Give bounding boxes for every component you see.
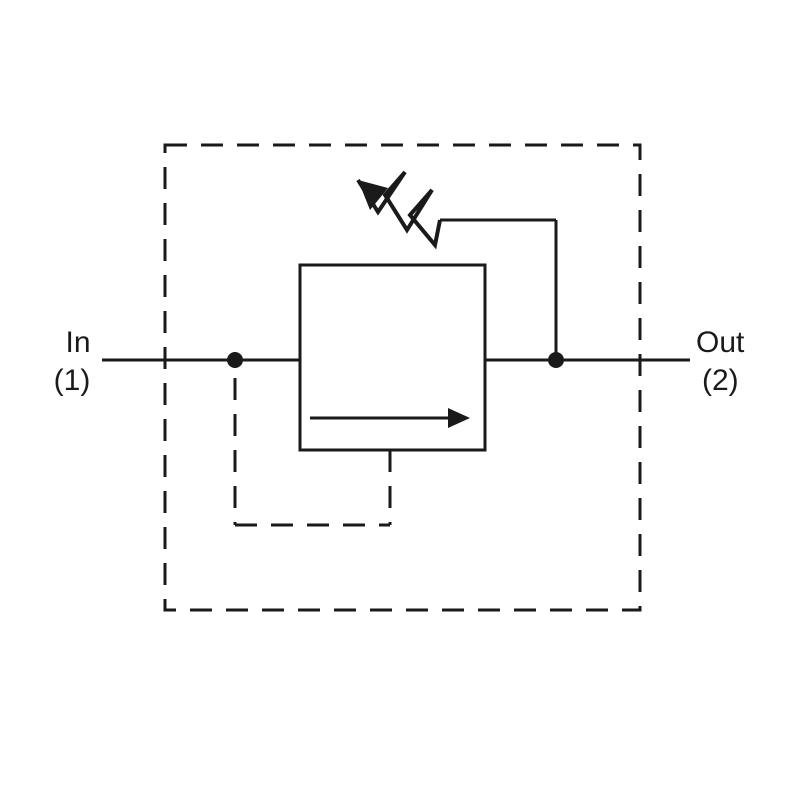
assembly-boundary	[165, 145, 640, 610]
flow-direction-arrow	[310, 408, 470, 428]
pneumatic-regulator-schematic: In (1) Out (2)	[0, 0, 800, 800]
adjustable-spring-icon	[358, 172, 440, 245]
outlet-label: Out	[696, 326, 745, 359]
outlet-port-label: (2)	[702, 364, 739, 397]
inlet-junction-node	[227, 352, 243, 368]
inlet-label: In	[65, 326, 90, 359]
inlet-port-label: (1)	[54, 364, 91, 397]
